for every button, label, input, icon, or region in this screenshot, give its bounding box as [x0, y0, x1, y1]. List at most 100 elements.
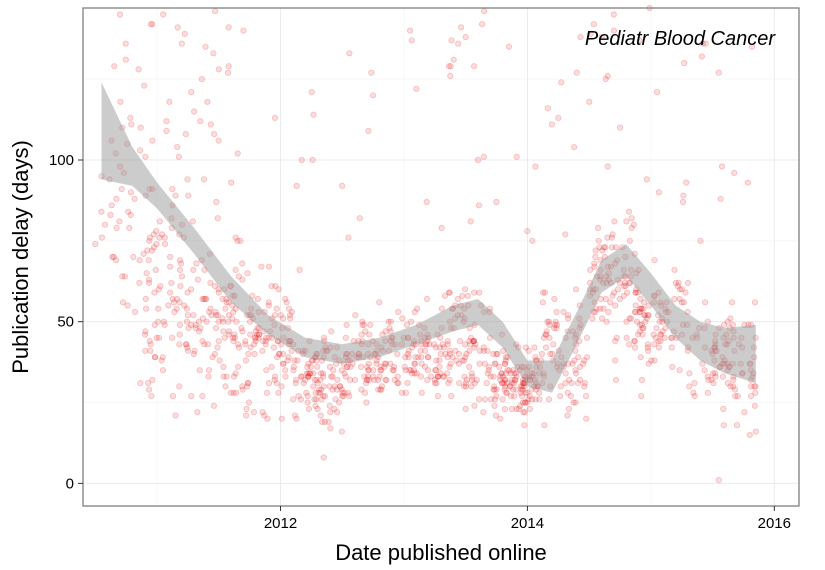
- data-point: [152, 354, 159, 361]
- data-point: [264, 415, 271, 422]
- data-point: [480, 344, 487, 351]
- data-point: [698, 53, 706, 60]
- data-point: [520, 409, 527, 416]
- data-point: [591, 260, 598, 267]
- data-point: [531, 344, 538, 351]
- data-point: [337, 383, 344, 390]
- data-point: [362, 328, 369, 335]
- data-point: [519, 386, 526, 393]
- data-point: [441, 292, 449, 299]
- data-point: [170, 299, 177, 306]
- data-point: [546, 334, 553, 341]
- data-point: [462, 379, 469, 387]
- data-point: [230, 373, 238, 380]
- data-point: [595, 237, 602, 244]
- data-point: [613, 334, 620, 341]
- data-point: [320, 454, 327, 461]
- data-point: [538, 350, 546, 358]
- data-point: [176, 321, 183, 328]
- data-point: [237, 237, 244, 244]
- data-point: [376, 299, 383, 306]
- data-point: [317, 376, 324, 383]
- data-point: [271, 114, 278, 122]
- data-point: [176, 331, 183, 338]
- data-point: [107, 211, 114, 219]
- data-point: [616, 295, 623, 303]
- plot-panel-border: [82, 7, 800, 507]
- data-point: [526, 392, 533, 400]
- data-point: [390, 367, 397, 374]
- data-point: [199, 392, 206, 400]
- data-point: [286, 312, 293, 319]
- data-point: [746, 431, 753, 438]
- data-point: [513, 373, 520, 380]
- data-point: [544, 318, 551, 325]
- data-point: [205, 367, 213, 374]
- data-point: [525, 396, 532, 403]
- data-point: [586, 98, 593, 105]
- data-point: [189, 218, 196, 225]
- data-point: [159, 354, 166, 361]
- plot-panel-background: [83, 8, 799, 506]
- data-point: [498, 370, 505, 377]
- data-point: [490, 350, 497, 358]
- data-point: [321, 418, 328, 425]
- data-point: [752, 383, 759, 390]
- data-point: [239, 386, 246, 393]
- data-point: [567, 392, 574, 400]
- data-point: [190, 350, 197, 358]
- data-point: [163, 127, 170, 134]
- data-point: [234, 150, 241, 157]
- data-point: [582, 392, 590, 400]
- data-point: [715, 69, 722, 76]
- data-point: [318, 396, 325, 403]
- data-point: [252, 334, 259, 341]
- data-point: [282, 373, 289, 380]
- x-tick-label: 2016: [758, 515, 791, 532]
- data-point: [543, 331, 550, 338]
- data-point: [352, 312, 359, 319]
- data-point: [476, 347, 483, 354]
- data-point: [550, 341, 557, 348]
- data-point: [292, 376, 300, 383]
- data-point: [239, 383, 246, 390]
- data-point: [176, 266, 184, 273]
- data-point: [532, 163, 539, 170]
- data-point: [470, 289, 478, 296]
- data-point: [146, 279, 153, 286]
- data-point: [316, 389, 324, 396]
- data-point: [167, 263, 174, 270]
- data-point: [125, 208, 132, 215]
- data-point: [675, 279, 682, 286]
- data-point: [469, 373, 476, 380]
- data-point: [270, 344, 277, 351]
- data-point: [526, 405, 534, 413]
- data-point: [602, 76, 609, 83]
- data-point: [203, 295, 210, 303]
- data-point: [184, 347, 192, 354]
- data-point: [622, 282, 629, 290]
- data-point: [181, 302, 188, 309]
- data-point: [448, 37, 455, 44]
- data-point: [418, 389, 425, 396]
- data-point: [515, 405, 523, 413]
- data-point: [603, 318, 610, 325]
- data-point: [522, 344, 530, 351]
- y-tick-label: 50: [57, 314, 74, 331]
- data-point: [499, 396, 506, 403]
- data-point: [431, 379, 439, 387]
- data-point: [733, 422, 741, 429]
- data-point: [265, 299, 272, 306]
- data-point: [385, 318, 392, 325]
- data-point: [230, 334, 237, 341]
- data-point: [453, 357, 460, 364]
- data-point: [513, 405, 520, 413]
- data-point: [196, 367, 203, 374]
- data-point: [118, 186, 125, 193]
- data-point: [346, 376, 354, 383]
- data-point: [225, 63, 232, 70]
- data-point: [259, 409, 266, 416]
- data-point: [159, 367, 167, 374]
- data-point: [200, 295, 207, 303]
- data-point: [730, 383, 737, 390]
